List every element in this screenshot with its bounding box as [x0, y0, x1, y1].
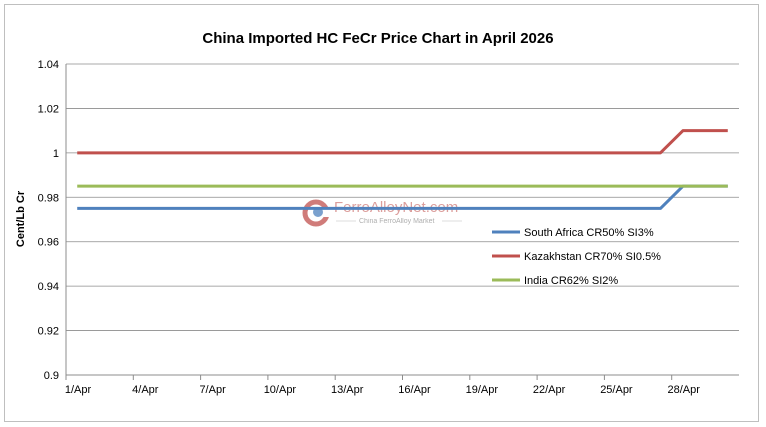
chart-title: China Imported HC FeCr Price Chart in Ap… — [202, 30, 553, 47]
y-tick-label: 1.02 — [38, 103, 59, 115]
y-tick-label: 0.94 — [38, 281, 59, 293]
y-tick-label: 1 — [53, 148, 59, 160]
y-tick-label: 0.98 — [38, 192, 59, 204]
y-tick-label: 0.96 — [38, 237, 59, 249]
legend: South Africa CR50% SI3% Kazakhstan CR70% … — [492, 227, 661, 287]
chart-frame — [4, 4, 759, 422]
y-tick-label: 0.92 — [38, 326, 59, 338]
x-tick-label: 22/Apr — [533, 384, 566, 396]
series-line-0 — [77, 184, 728, 210]
legend-label: India CR62% SI2% — [524, 275, 618, 287]
x-tick-label: 16/Apr — [398, 384, 431, 396]
watermark-logo-icon — [302, 199, 332, 227]
x-tick-label: 19/Apr — [466, 384, 499, 396]
grid-lines — [66, 63, 739, 331]
watermark: FerroAlloyNet.com China FerroAlloy Marke… — [302, 199, 462, 227]
x-tick-label: 10/Apr — [264, 384, 297, 396]
series-lines — [77, 129, 728, 210]
x-tick-labels: 1/Apr 4/Apr 7/Apr 10/Apr 13/Apr 16/Apr 19/Apr 2… — [65, 375, 700, 396]
x-tick-label: 4/Apr — [132, 384, 159, 396]
y-tick-label: 1.04 — [38, 59, 59, 71]
y-axis-label: Cent/Lb Cr — [15, 190, 27, 247]
legend-label: South Africa CR50% SI3% — [524, 227, 654, 239]
y-tick-label: 0.9 — [44, 370, 59, 382]
legend-label: Kazakhstan CR70% SI0.5% — [524, 251, 661, 263]
series-line-1 — [77, 129, 728, 155]
x-tick-label: 25/Apr — [600, 384, 633, 396]
x-tick-label: 13/Apr — [331, 384, 364, 396]
x-tick-label: 1/Apr — [65, 384, 92, 396]
x-tick-label: 7/Apr — [199, 384, 226, 396]
y-tick-labels: 0.9 0.92 0.94 0.96 0.98 1 1.02 1.04 — [38, 59, 59, 382]
x-tick-label: 28/Apr — [667, 384, 700, 396]
watermark-subtext: China FerroAlloy Market — [359, 218, 435, 225]
